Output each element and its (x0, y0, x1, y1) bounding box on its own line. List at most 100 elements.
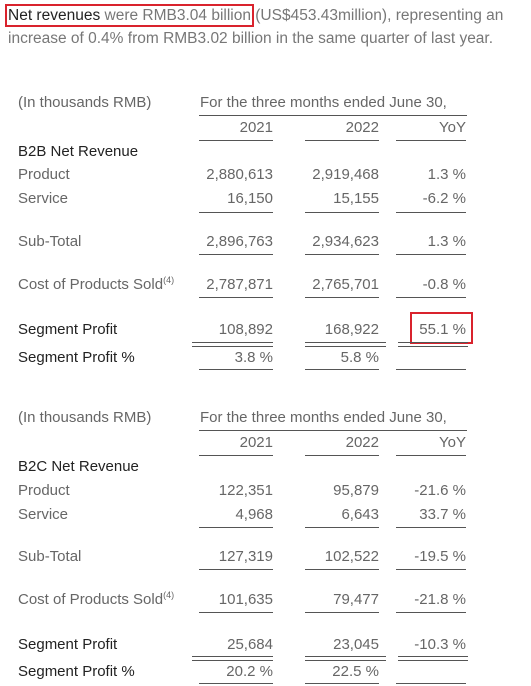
rule (396, 254, 466, 255)
period-underline (199, 430, 467, 431)
cell-yoy: -6.2 % (422, 190, 466, 207)
row-label: Cost of Products Sold(4) (18, 274, 174, 296)
col-2021: 2021 (239, 119, 273, 136)
footnote-ref: (4) (163, 275, 175, 285)
rule (396, 527, 466, 528)
col-underline (199, 455, 273, 456)
double-rule (398, 656, 468, 661)
row-label: Product (18, 482, 70, 499)
rule (305, 569, 379, 570)
row-label: Sub-Total (18, 548, 82, 565)
row-label: Cost of Products Sold(4) (18, 589, 174, 611)
rule (305, 369, 379, 370)
rule (305, 612, 379, 613)
rule (199, 683, 273, 684)
cell-yoy: -10.3 % (414, 636, 466, 653)
rule (396, 612, 466, 613)
rule (199, 369, 273, 370)
row-label: Segment Profit % (18, 663, 135, 680)
period-underline (199, 115, 467, 116)
period-label: For the three months ended June 30, (200, 409, 447, 426)
double-rule (305, 656, 386, 661)
double-rule (192, 656, 273, 661)
rule (305, 527, 379, 528)
row-label: Product (18, 166, 70, 183)
cost-label: Cost of Products Sold (18, 591, 164, 608)
cell-2021: 101,635 (218, 591, 273, 608)
col-2022: 2022 (345, 434, 379, 451)
cell-2021: 16,150 (227, 190, 273, 207)
table-row: Service 16,150 15,155 -6.2 % (0, 188, 531, 210)
section-title: B2C Net Revenue (18, 458, 139, 475)
row-label: Sub-Total (18, 233, 82, 250)
intro-remainder: (US$453.43million), representing an incr… (8, 7, 504, 47)
cell-2022: 2,919,468 (312, 166, 379, 183)
cell-2022: 95,879 (333, 482, 379, 499)
cell-2022: 2,765,701 (312, 276, 379, 293)
rule (305, 297, 379, 298)
column-header-row: 2021 2022 YoY (0, 432, 531, 454)
cell-2022: 79,477 (333, 591, 379, 608)
table-row: Segment Profit % 3.8 % 5.8 % (0, 347, 531, 369)
rule (199, 212, 273, 213)
col-2021: 2021 (239, 434, 273, 451)
section-title: B2B Net Revenue (18, 143, 139, 160)
table-row: Sub-Total 2,896,763 2,934,623 1.3 % (0, 231, 531, 253)
rule (396, 212, 466, 213)
cell-2022: 168,922 (324, 321, 379, 338)
period-label: For the three months ended June 30, (200, 94, 447, 111)
cell-yoy: -21.8 % (414, 591, 466, 608)
table-row: Cost of Products Sold(4) 101,635 79,477 … (0, 589, 531, 611)
rule (396, 369, 466, 370)
net-revenues-label: Net revenues (8, 7, 101, 24)
section-title-row: B2C Net Revenue (0, 456, 531, 478)
cell-2022: 2,934,623 (312, 233, 379, 250)
double-rule (305, 342, 386, 347)
footnote-ref: (4) (163, 590, 175, 600)
cell-yoy: -0.8 % (422, 276, 466, 293)
table-row: Service 4,968 6,643 33.7 % (0, 504, 531, 526)
table-row: Sub-Total 127,319 102,522 -19.5 % (0, 546, 531, 568)
cell-yoy: 1.3 % (427, 233, 466, 250)
table-header-row: (In thousands RMB) For the three months … (0, 407, 531, 429)
intro-paragraph: Net revenues were RMB3.04 billion (US$45… (5, 4, 523, 50)
cell-2021: 20.2 % (226, 663, 273, 680)
table-row: Product 2,880,613 2,919,468 1.3 % (0, 164, 531, 186)
row-label: Service (18, 190, 69, 207)
cell-yoy: 33.7 % (419, 506, 466, 523)
row-label: Segment Profit % (18, 349, 135, 366)
rule (396, 683, 466, 684)
table-row: Cost of Products Sold(4) 2,787,871 2,765… (0, 274, 531, 296)
rule (305, 254, 379, 255)
cell-yoy: 55.1 % (419, 321, 466, 338)
table-row: Segment Profit 25,684 23,045 -10.3 % (0, 634, 531, 656)
unit-label: (In thousands RMB) (18, 94, 152, 111)
rule (199, 612, 273, 613)
double-rule (192, 342, 273, 347)
table-row: Segment Profit 108,892 168,922 55.1 % (0, 319, 531, 341)
rule (396, 569, 466, 570)
col-underline (396, 455, 466, 456)
cell-2022: 15,155 (333, 190, 379, 207)
row-label: Service (18, 506, 69, 523)
section-title-row: B2B Net Revenue (0, 141, 531, 163)
col-underline (199, 140, 273, 141)
col-underline (305, 455, 379, 456)
col-2022: 2022 (345, 119, 379, 136)
rule (305, 683, 379, 684)
rule (199, 569, 273, 570)
cell-yoy: -19.5 % (414, 548, 466, 565)
table-header-row: (In thousands RMB) For the three months … (0, 92, 531, 114)
net-revenues-value: were RMB3.04 billion (100, 7, 251, 24)
cell-2021: 127,319 (218, 548, 273, 565)
highlight-box (410, 312, 473, 344)
column-header-row: 2021 2022 YoY (0, 117, 531, 139)
unit-label: (In thousands RMB) (18, 409, 152, 426)
rule (199, 254, 273, 255)
cell-2022: 23,045 (333, 636, 379, 653)
cell-2021: 108,892 (218, 321, 273, 338)
cell-2022: 102,522 (324, 548, 379, 565)
cell-yoy: -21.6 % (414, 482, 466, 499)
cell-2022: 22.5 % (332, 663, 379, 680)
table-row: Product 122,351 95,879 -21.6 % (0, 480, 531, 502)
